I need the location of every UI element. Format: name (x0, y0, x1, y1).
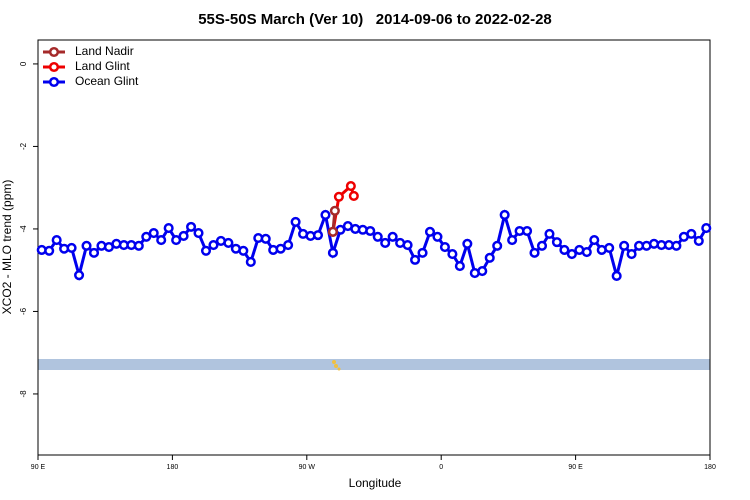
data-point (439, 242, 450, 253)
x-axis-label: Longitude (349, 476, 402, 490)
data-point (365, 225, 376, 237)
data-point (148, 228, 159, 239)
data-point (551, 237, 562, 248)
data-point (329, 205, 340, 216)
legend-label: Land Nadir (75, 44, 134, 58)
data-point (66, 242, 77, 253)
data-point (611, 270, 622, 282)
y-axis-label: XCO2 - MLO trend (ppm) (0, 180, 14, 315)
data-point (178, 230, 189, 241)
land-mark (332, 360, 336, 364)
legend-marker (48, 76, 60, 88)
data-point (544, 228, 555, 239)
data-point (432, 231, 443, 242)
land-mark (337, 367, 341, 371)
data-point (74, 270, 85, 281)
data-point (245, 256, 256, 267)
data-point (529, 247, 540, 258)
data-point (372, 231, 383, 242)
data-point (380, 237, 391, 249)
data-point (626, 249, 637, 260)
data-point (417, 247, 428, 258)
data-point (333, 191, 344, 202)
data-point (186, 221, 197, 232)
data-point (141, 231, 152, 242)
x-tick-label: 90 E (31, 464, 46, 471)
data-point (507, 235, 518, 246)
data-point (223, 237, 234, 249)
data-point (163, 223, 174, 234)
data-point (462, 238, 473, 249)
data-point (522, 225, 533, 237)
data-point (44, 245, 55, 256)
land-mark (334, 364, 338, 368)
data-point (88, 247, 100, 258)
legend-label: Land Glint (75, 59, 130, 73)
data-point (492, 240, 503, 251)
data-point (671, 240, 682, 251)
data-point (447, 249, 458, 260)
data-point (484, 252, 495, 263)
data-point (51, 235, 62, 246)
data-point (589, 235, 600, 246)
x-tick-label: 90 E (568, 464, 583, 471)
data-point (402, 239, 413, 251)
legend-label: Ocean Glint (75, 74, 139, 88)
x-tick-label: 180 (704, 464, 716, 471)
legend-marker (48, 46, 60, 58)
data-point (320, 209, 331, 220)
data-point (193, 228, 204, 239)
data-point (536, 240, 548, 251)
data-point (477, 265, 488, 277)
data-point (283, 239, 294, 251)
data-point (208, 239, 219, 251)
data-point (410, 254, 421, 265)
chart-title: 55S-50S March (Ver 10) 2014-09-06 to 202… (198, 11, 552, 28)
data-point (693, 235, 704, 246)
data-point (345, 180, 356, 192)
data-point (290, 216, 301, 227)
data-point (200, 245, 212, 256)
data-point (260, 233, 271, 244)
data-point (619, 240, 630, 251)
x-tick-label: 90 W (299, 464, 316, 471)
data-point (327, 226, 338, 237)
data-point (604, 242, 615, 253)
data-point (559, 244, 570, 256)
data-point (156, 235, 167, 246)
data-point (701, 223, 712, 234)
data-point (454, 261, 465, 272)
y-tick-label: -4 (19, 225, 28, 233)
data-point (424, 226, 436, 237)
x-tick-label: 180 (167, 464, 179, 471)
data-point (133, 240, 144, 251)
data-point (312, 230, 324, 241)
y-tick-label: -6 (19, 307, 28, 315)
y-tick-label: -2 (19, 142, 28, 150)
data-point (387, 231, 398, 242)
map-strip (38, 359, 710, 370)
data-point (238, 245, 249, 256)
data-point (171, 235, 182, 246)
data-point (348, 190, 359, 201)
y-tick-label: -8 (19, 390, 28, 398)
data-point (327, 247, 338, 258)
data-point (686, 228, 697, 239)
data-point (81, 240, 92, 251)
x-tick-label: 0 (439, 464, 443, 471)
data-point (275, 243, 286, 254)
data-point (566, 249, 577, 260)
legend-marker (48, 61, 60, 73)
data-point (581, 246, 592, 258)
y-tick-label: 0 (19, 61, 28, 66)
data-point (499, 209, 510, 220)
